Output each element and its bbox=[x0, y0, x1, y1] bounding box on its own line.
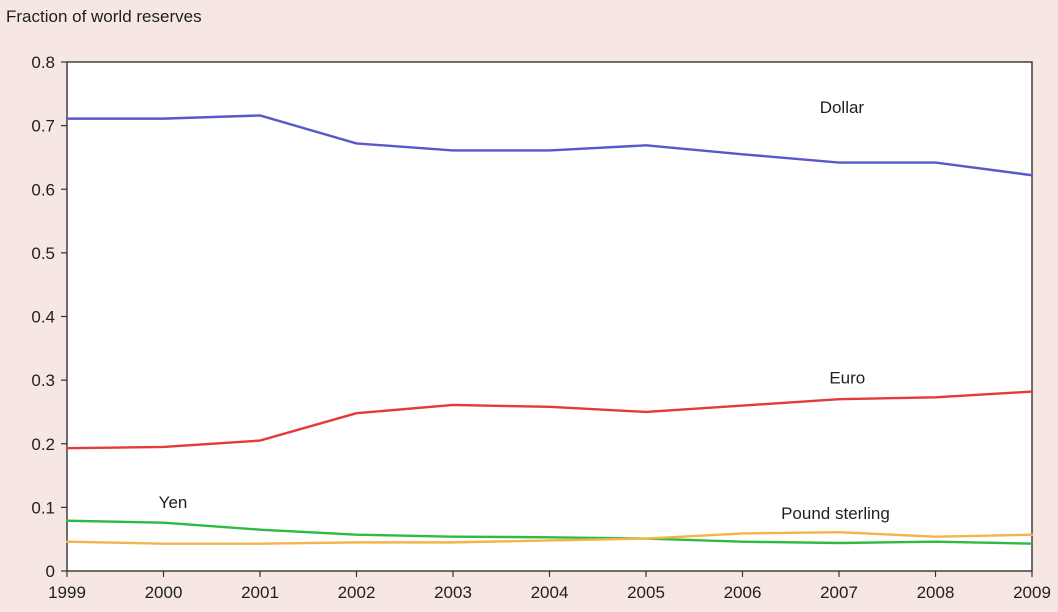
series-label-layer: Dollar Euro Yen Pound sterling bbox=[159, 98, 890, 523]
series-layer bbox=[65, 114, 1034, 545]
plot-frame bbox=[66, 61, 1033, 572]
y-tick-label: 0.6 bbox=[31, 180, 55, 199]
pound-sterling-series-label: Pound sterling bbox=[781, 504, 890, 523]
y-axis: 0 0.1 0.2 0.3 0.4 0.5 0.6 0.7 0.8 bbox=[31, 53, 67, 581]
y-tick-label: 0.2 bbox=[31, 435, 55, 454]
y-axis-title: Fraction of world reserves bbox=[6, 7, 202, 26]
y-tick-label: 0.7 bbox=[31, 117, 55, 136]
yen-series-line bbox=[65, 519, 1034, 545]
x-tick-label: 1999 bbox=[48, 583, 86, 602]
euro-series-label: Euro bbox=[829, 368, 865, 387]
dollar-series-line bbox=[65, 114, 1034, 177]
x-axis: 1999 2000 2001 2002 2003 2004 2005 2006 2007 2008… bbox=[48, 571, 1051, 602]
x-tick-label: 2000 bbox=[145, 583, 183, 602]
y-tick-label: 0.8 bbox=[31, 53, 55, 72]
euro-series-line bbox=[65, 390, 1034, 450]
x-tick-label: 2006 bbox=[724, 583, 762, 602]
y-tick-label: 0.3 bbox=[31, 371, 55, 390]
y-tick-label: 0.1 bbox=[31, 498, 55, 517]
yen-series-label: Yen bbox=[159, 493, 188, 512]
x-tick-label: 2004 bbox=[531, 583, 569, 602]
x-tick-label: 2005 bbox=[627, 583, 665, 602]
dollar-series-label: Dollar bbox=[820, 98, 865, 117]
x-tick-label: 2001 bbox=[241, 583, 279, 602]
plot-area bbox=[66, 61, 1033, 572]
x-tick-label: 2008 bbox=[917, 583, 955, 602]
pound-sterling-series-line bbox=[65, 530, 1034, 545]
x-tick-label: 2009 bbox=[1013, 583, 1051, 602]
y-tick-label: 0.5 bbox=[31, 244, 55, 263]
x-tick-label: 2007 bbox=[820, 583, 858, 602]
x-tick-label: 2002 bbox=[338, 583, 376, 602]
y-tick-label: 0.4 bbox=[31, 308, 55, 327]
x-tick-label: 2003 bbox=[434, 583, 472, 602]
y-tick-label: 0 bbox=[46, 562, 55, 581]
